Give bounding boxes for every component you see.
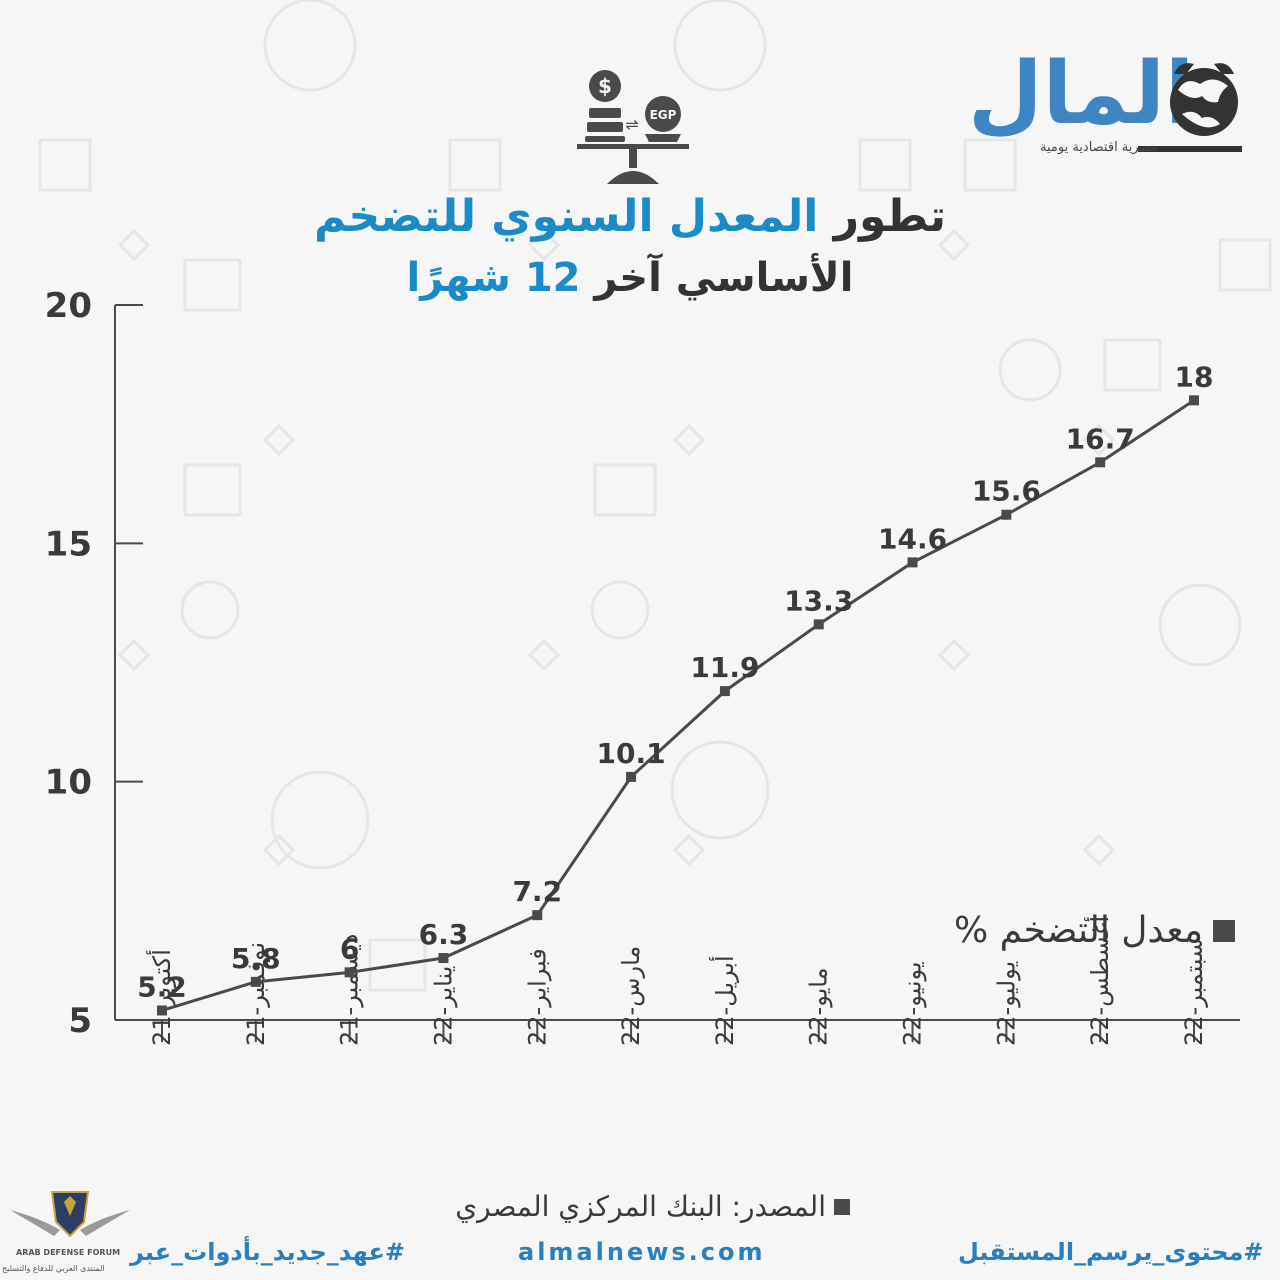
data-label: 5.2 [137,970,187,1003]
data-label: 10.1 [597,737,666,770]
series-line [161,399,1195,1012]
data-point [1095,457,1106,468]
title-part-2: المعدل السنوي للتضخم [313,191,819,242]
globe-bull-icon [1170,63,1238,136]
x-tick-label: ديسمبر-21 [336,934,364,1046]
data-point [719,686,730,697]
x-tick-label: يونيو-22 [899,961,927,1046]
y-tick-label: 15 [45,524,92,564]
logo-tagline: مصرية اقتصادية يومية [1040,140,1158,155]
x-tick-label: يوليو-22 [992,961,1020,1046]
egp-label: EGP [650,108,677,122]
exchange-icon: ⇌ [625,115,638,134]
legend-label: معدل التضخم % [953,910,1203,951]
x-tick-label: نوفمبر-21 [242,942,270,1046]
brand-logo: المال [968,46,1248,166]
data-point [1189,395,1199,406]
x-tick-label: سبتمبر-22 [1180,938,1208,1046]
x-tick-label: فبراير-22 [523,948,551,1046]
footer-website[interactable]: almalnews.com [518,1238,766,1266]
data-label: 13.3 [784,584,853,617]
data-label: 5.8 [231,942,281,975]
data-label: 16.7 [1066,422,1135,455]
source-swatch [834,1198,850,1215]
y-tick-label: 10 [45,763,92,803]
x-tick-label: أكتوبر-21 [146,949,176,1046]
data-point [532,910,543,921]
x-tick-label: أغسطس-22 [1084,916,1114,1046]
forum-watermark-icon [10,1191,130,1238]
legend-swatch [1213,919,1235,942]
data-point [344,967,355,978]
data-point [1001,509,1012,520]
data-label: 11.9 [690,651,759,684]
title-line2-part-2: 12 شهرًا [406,255,581,301]
y-tick-label: 5 [68,1001,92,1041]
data-point [438,953,449,964]
y-tick-label: 20 [45,286,92,326]
logo-name: المال [968,44,1195,144]
footer-hashtag-right: #محتوى_يرسم_المستقبل [958,1238,1264,1266]
source-label: المصدر: البنك المركزي المصري [455,1190,826,1223]
data-label: 14.6 [878,522,947,555]
legend: معدل التضخم % [954,910,1235,951]
data-label: 18 [1175,360,1214,393]
data-point [907,557,918,568]
x-tick-label: مارس-22 [617,946,645,1046]
x-tick-label: أبريل-22 [709,955,739,1046]
logo-underline [1138,146,1242,152]
data-point [626,771,637,782]
data-point [157,1005,167,1016]
chart-title: تطور المعدل السنوي للتضخم الأساسي آخر 12… [230,190,1030,304]
source-note: المصدر: البنك المركزي المصري [420,1190,850,1223]
x-tick-label: يناير-22 [429,966,457,1046]
footer-hashtag-left: #عهد_جديد_بأدوات_عبر [130,1238,405,1266]
watermark-line-1: ARAB DEFENSE FORUM [16,1248,121,1257]
title-line2-part-1: الأساسي آخر [594,255,854,301]
data-point [813,619,824,630]
x-tick-label: مايو-22 [805,968,833,1046]
dollar-label: $ [598,74,612,98]
data-point [250,976,261,987]
data-label: 6 [340,932,359,965]
data-label: 7.2 [512,875,562,908]
data-label: 6.3 [419,918,469,951]
currency-scale-icon: $ EGP ⇌ [577,70,689,184]
watermark-line-2: المنتدى العربي للدفاع والتسليح [2,1264,105,1273]
title-part-1: تطور [833,191,947,242]
data-label: 15.6 [972,475,1041,508]
